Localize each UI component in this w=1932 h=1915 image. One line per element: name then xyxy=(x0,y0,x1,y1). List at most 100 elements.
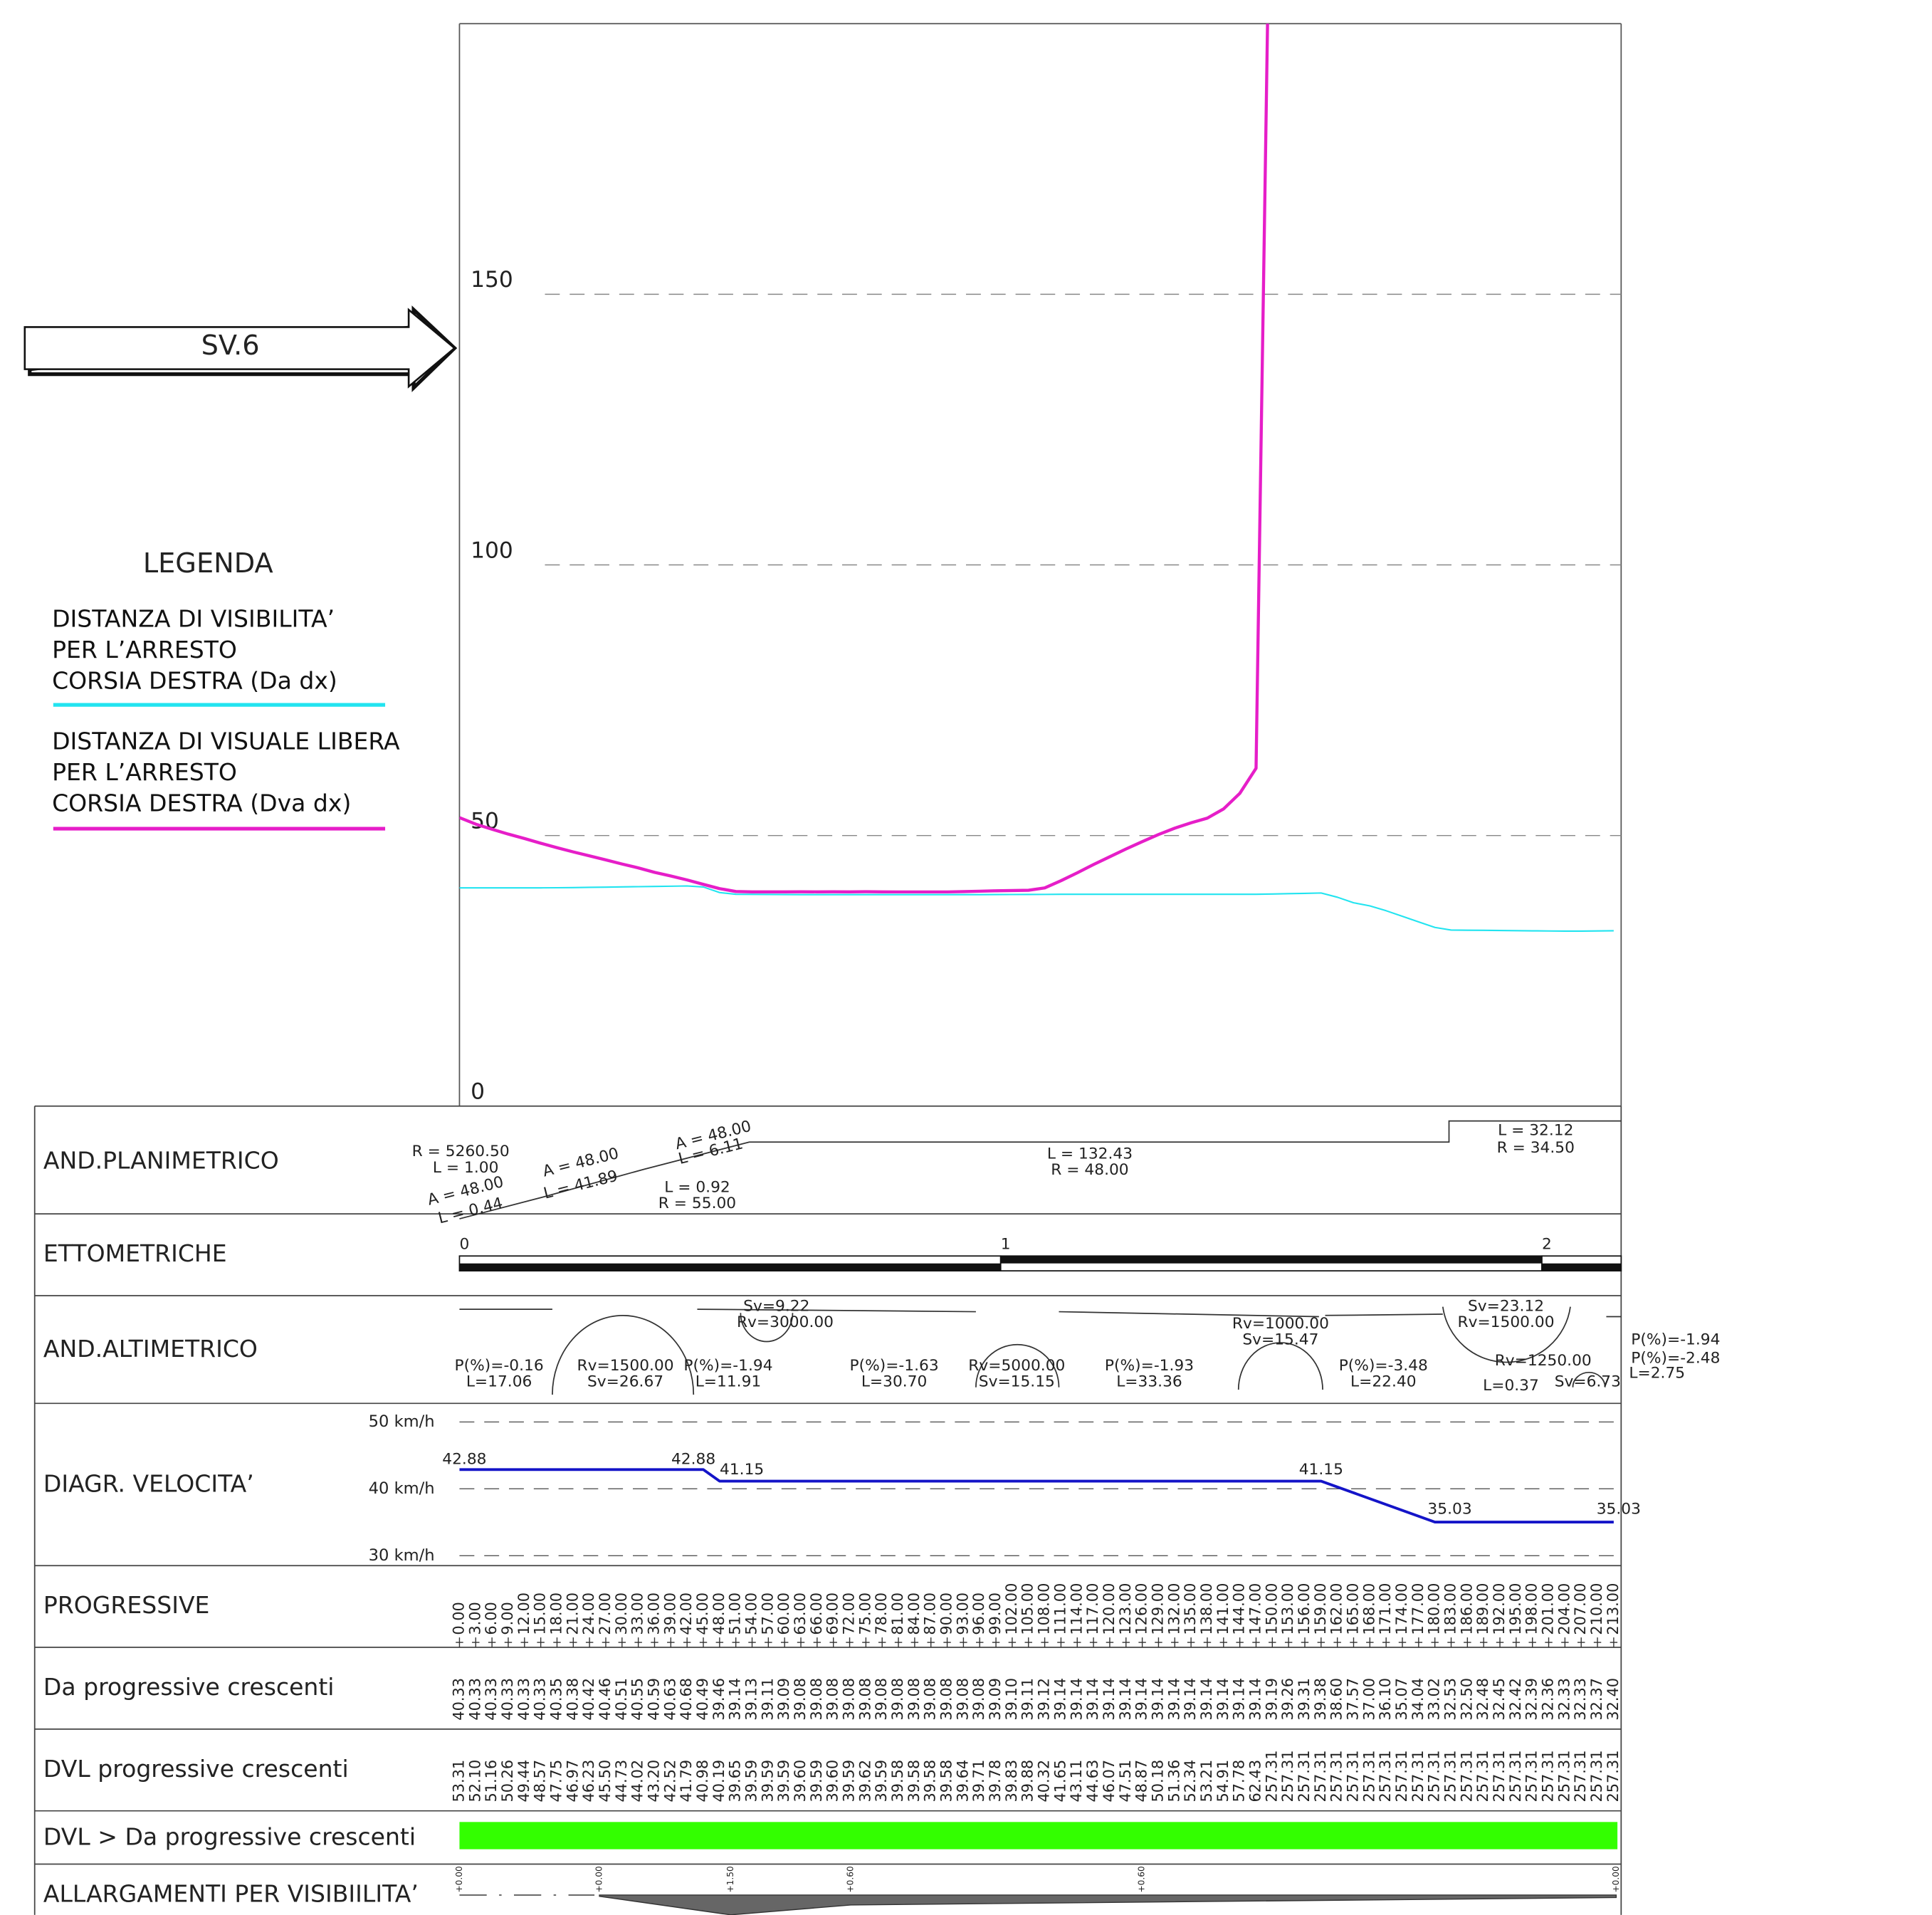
table-value: 39.31 xyxy=(1296,1678,1313,1721)
row-label: PROGRESSIVE xyxy=(43,1591,210,1619)
table-value: 257.31 xyxy=(1263,1751,1280,1803)
progressive-label: 30.00 xyxy=(613,1593,630,1635)
progressive-label: 60.00 xyxy=(775,1593,792,1635)
table-value: 40.19 xyxy=(710,1760,728,1803)
table-value: 53.31 xyxy=(450,1760,467,1803)
table-value: 39.65 xyxy=(727,1760,744,1803)
alt-label: L=30.70 xyxy=(861,1373,928,1391)
progressive-label: 111.00 xyxy=(1051,1583,1069,1635)
progressive-label: 117.00 xyxy=(1084,1583,1101,1635)
table-value: 39.46 xyxy=(710,1678,728,1721)
plan-label: L = 0.92 xyxy=(664,1179,730,1197)
table-value: 32.33 xyxy=(1555,1678,1573,1721)
table-value: 36.10 xyxy=(1377,1678,1394,1721)
progressive-label: 162.00 xyxy=(1328,1583,1345,1635)
table-value: 32.42 xyxy=(1507,1678,1524,1721)
table-value: 35.07 xyxy=(1393,1678,1410,1721)
progressive-label: 39.00 xyxy=(661,1593,678,1635)
progressive-label: 24.00 xyxy=(580,1593,597,1635)
table-value: 40.55 xyxy=(629,1678,646,1721)
table-value: 44.63 xyxy=(1084,1760,1101,1803)
progressive-label: 33.00 xyxy=(629,1593,646,1635)
table-value: 39.14 xyxy=(1133,1678,1150,1721)
table-value: 40.42 xyxy=(580,1678,597,1721)
progressive-label: 213.00 xyxy=(1605,1583,1622,1635)
table-value: 48.87 xyxy=(1133,1760,1150,1803)
widening-label: +0.00 xyxy=(454,1866,464,1892)
y-tick-label: 40 km/h xyxy=(369,1479,435,1498)
table-value: 43.20 xyxy=(645,1760,662,1803)
progressive-label: 48.00 xyxy=(710,1593,728,1635)
progressive-label: 198.00 xyxy=(1523,1583,1540,1635)
table-value: 47.51 xyxy=(1117,1760,1134,1803)
progressive-label: 108.00 xyxy=(1036,1583,1053,1635)
row-label: DVL progressive crescenti xyxy=(43,1755,349,1783)
progressive-label: 141.00 xyxy=(1214,1583,1232,1635)
table-value: 39.59 xyxy=(873,1760,890,1803)
progressive-label: 27.00 xyxy=(597,1593,614,1635)
progressive-label: 72.00 xyxy=(841,1593,858,1635)
progressive-label: 156.00 xyxy=(1296,1583,1313,1635)
alt-label: L=33.36 xyxy=(1116,1373,1182,1391)
progressive-label: 66.00 xyxy=(808,1593,825,1635)
data-line xyxy=(459,1468,1614,1523)
row-label: AND.ALTIMETRICO xyxy=(43,1335,258,1363)
widening-label: +1.50 xyxy=(725,1866,735,1892)
alt-label: Rv=1250.00 xyxy=(1495,1352,1592,1370)
table-value: 39.08 xyxy=(970,1678,987,1721)
alt-label: L=11.91 xyxy=(695,1373,762,1391)
widening-label: +0.00 xyxy=(1611,1866,1621,1892)
table-value: 257.31 xyxy=(1426,1751,1443,1803)
data-label: 42.88 xyxy=(442,1450,486,1468)
progressive-label: 63.00 xyxy=(792,1593,809,1635)
plan-label: L = 32.12 xyxy=(1498,1122,1573,1140)
progressive-label: 153.00 xyxy=(1279,1583,1296,1635)
hectometer-label: 2 xyxy=(1542,1236,1552,1254)
table-value: 39.11 xyxy=(1019,1678,1036,1721)
table-value: 40.33 xyxy=(499,1678,516,1721)
alt-label: P(%)=-1.63 xyxy=(850,1357,939,1375)
table-value: 39.59 xyxy=(808,1760,825,1803)
table-value: 257.31 xyxy=(1393,1751,1410,1803)
alt-label: L=17.06 xyxy=(466,1373,532,1391)
table-value: 39.88 xyxy=(1019,1760,1036,1803)
table-value: 39.14 xyxy=(1149,1678,1166,1721)
table-value: 49.44 xyxy=(515,1760,532,1803)
table-value: 39.71 xyxy=(970,1760,987,1803)
table-value: 39.58 xyxy=(889,1760,906,1803)
alt-label: Sv=6.73 xyxy=(1555,1373,1621,1391)
table-value: 39.08 xyxy=(841,1678,858,1721)
table-value: 32.37 xyxy=(1588,1678,1605,1721)
progressive-label: 135.00 xyxy=(1182,1583,1199,1635)
table-value: 39.14 xyxy=(1246,1678,1264,1721)
table-value: 39.09 xyxy=(775,1678,792,1721)
table-value: 54.91 xyxy=(1214,1760,1232,1803)
progressive-label: 75.00 xyxy=(856,1593,873,1635)
progressive-label: 18.00 xyxy=(547,1593,565,1635)
progressive-label: 9.00 xyxy=(499,1602,516,1635)
table-value: 38.60 xyxy=(1328,1678,1345,1721)
table-value: 46.97 xyxy=(564,1760,581,1803)
progressive-label: 183.00 xyxy=(1442,1583,1459,1635)
table-value: 32.50 xyxy=(1458,1678,1475,1721)
row-label: Da progressive crescenti xyxy=(43,1673,335,1701)
table-value: 40.33 xyxy=(483,1678,500,1721)
y-tick-label: 100 xyxy=(471,537,513,563)
data-label: 35.03 xyxy=(1427,1501,1471,1518)
legend-label: DISTANZA DI VISIBILITA’ PER L’ARRESTO CO… xyxy=(52,605,337,696)
table-value: 39.08 xyxy=(792,1678,809,1721)
table-value: 46.07 xyxy=(1101,1760,1118,1803)
row-label: ALLARGAMENTI PER VISIBIILITA’ xyxy=(43,1879,419,1907)
alt-label: L=22.40 xyxy=(1350,1373,1417,1391)
table-value: 39.14 xyxy=(727,1678,744,1721)
table-value: 37.57 xyxy=(1344,1678,1361,1721)
table-value: 39.60 xyxy=(792,1760,809,1803)
plan-label: L = 1.00 xyxy=(433,1159,499,1177)
table-value: 39.14 xyxy=(1051,1678,1069,1721)
progressive-label: 69.00 xyxy=(824,1593,841,1635)
table-frame xyxy=(33,1105,1622,1915)
hectometer-label: 1 xyxy=(1001,1236,1011,1254)
data-label: 42.88 xyxy=(671,1450,715,1468)
progressive-label: 21.00 xyxy=(564,1593,581,1635)
